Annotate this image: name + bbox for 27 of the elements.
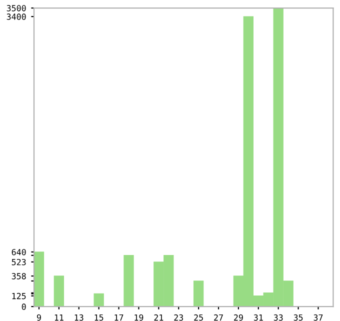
bar xyxy=(34,252,44,307)
y-tick-label: 523 xyxy=(12,258,26,266)
y-tick-label: 640 xyxy=(12,248,26,256)
x-tick-label: 11 xyxy=(54,314,64,321)
x-tick-label: 15 xyxy=(94,314,104,321)
y-tick-label: 0 xyxy=(22,304,26,310)
x-tick-label: 31 xyxy=(254,314,263,321)
bar xyxy=(124,255,134,307)
x-tick-label: 35 xyxy=(294,314,303,321)
bar xyxy=(54,276,64,307)
x-tick-label: 33 xyxy=(274,314,283,321)
x-tick-label: 19 xyxy=(134,314,144,321)
x-tick-label: 9 xyxy=(36,314,41,321)
x-tick-label: 23 xyxy=(174,314,184,321)
y-tick-label: 358 xyxy=(12,273,26,280)
x-tick-label: 17 xyxy=(114,314,124,321)
y-tick-label: 3400 xyxy=(6,14,26,20)
x-tick-label: 27 xyxy=(214,314,223,321)
x-tick-label: 21 xyxy=(154,314,164,321)
x-tick-label: 37 xyxy=(314,314,323,321)
x-tick-label: 29 xyxy=(234,314,243,321)
y-tick-label: 3500 xyxy=(6,5,26,12)
x-tick-label: 25 xyxy=(194,314,203,321)
x-tick-label: 13 xyxy=(74,314,84,321)
bar xyxy=(193,280,204,307)
bar xyxy=(94,293,104,307)
y-tick-label: 125 xyxy=(12,292,26,300)
